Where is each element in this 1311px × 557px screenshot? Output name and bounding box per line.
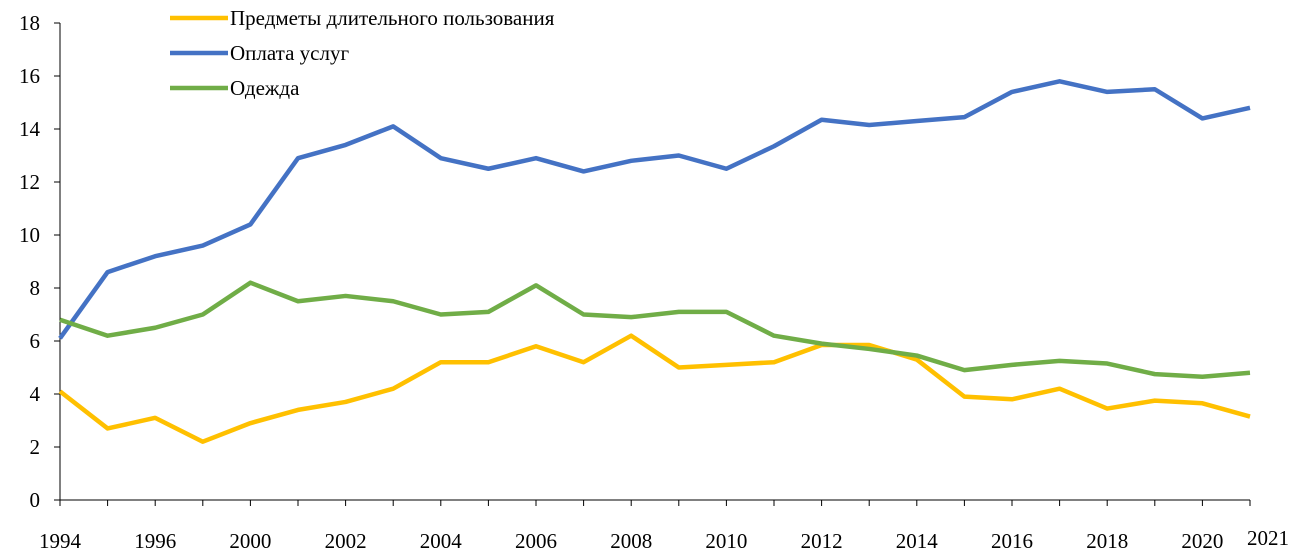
x-tick-label: 2008 (610, 529, 652, 552)
x-tick-label: 2000 (229, 529, 271, 552)
y-tick-label: 2 (30, 435, 41, 459)
x-tick-label: 2002 (325, 529, 367, 552)
series-line (58, 333, 1251, 444)
y-tick-label: 12 (19, 170, 40, 194)
y-tick-label: 4 (30, 382, 41, 406)
y-tick-label: 8 (30, 276, 41, 300)
x-tick-label: 2014 (896, 529, 939, 552)
x-tick-label: 2006 (515, 529, 557, 552)
x-tick-label: 2012 (801, 529, 843, 552)
y-tick-label: 6 (30, 329, 41, 353)
legend-label: Предметы длительного пользования (230, 6, 555, 30)
y-tick-label: 10 (19, 223, 40, 247)
legend-label: Одежда (230, 76, 300, 100)
x-tick-label: 2021 (1247, 526, 1289, 550)
x-tick-label: 2016 (991, 529, 1033, 552)
series-line (58, 79, 1251, 340)
x-tick-label: 2020 (1181, 529, 1223, 552)
x-tick-label: 2018 (1086, 529, 1128, 552)
y-tick-label: 14 (19, 117, 41, 141)
x-tick-label: 1996 (134, 529, 176, 552)
x-tick-label: 1994 (39, 529, 82, 552)
y-tick-label: 16 (19, 64, 40, 88)
y-tick-label: 0 (30, 488, 41, 512)
x-tick-label: 2004 (420, 529, 463, 552)
x-tick-label: 2010 (705, 529, 747, 552)
y-tick-label: 18 (19, 11, 40, 35)
legend-label: Оплата услуг (230, 41, 349, 65)
series-line (59, 280, 1251, 380)
